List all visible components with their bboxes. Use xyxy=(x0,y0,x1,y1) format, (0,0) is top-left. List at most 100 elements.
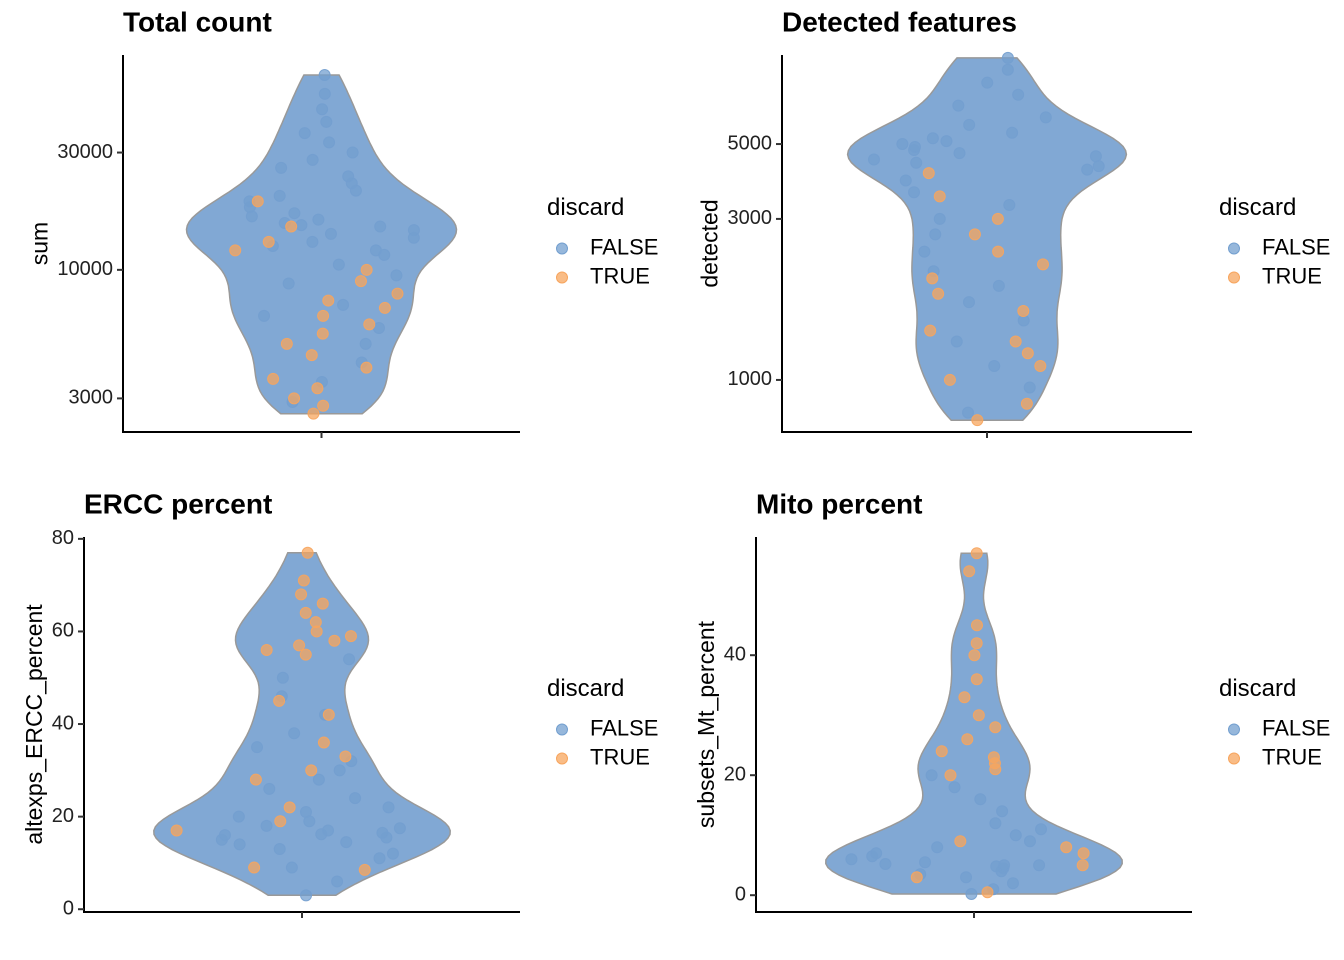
data-point xyxy=(316,103,329,116)
data-point xyxy=(958,691,971,704)
data-point xyxy=(1003,198,1016,211)
data-point xyxy=(378,301,391,314)
data-point xyxy=(1021,347,1034,360)
data-point xyxy=(1023,835,1036,848)
y-tick-label: 0 xyxy=(63,898,74,920)
data-point xyxy=(358,863,371,876)
data-point xyxy=(390,269,403,282)
y-tick-label: 40 xyxy=(52,712,74,734)
legend-key xyxy=(556,752,568,765)
data-point xyxy=(919,856,932,869)
data-point xyxy=(867,153,880,166)
data-point xyxy=(307,407,320,420)
y-tick-label: 80 xyxy=(52,527,74,549)
data-point xyxy=(1006,877,1019,890)
chart-title: ERCC percent xyxy=(84,488,272,519)
data-point xyxy=(373,852,386,865)
data-point xyxy=(1039,111,1052,124)
y-axis-title: subsets_Mt_percent xyxy=(693,620,719,828)
data-point xyxy=(386,847,399,860)
y-tick-label: 40 xyxy=(724,643,746,665)
data-point xyxy=(311,382,324,395)
data-point xyxy=(931,841,944,854)
data-point xyxy=(328,634,341,647)
data-point xyxy=(295,219,308,232)
data-point xyxy=(965,888,978,900)
data-point xyxy=(360,263,373,276)
data-point xyxy=(950,335,963,348)
legend-label: FALSE xyxy=(590,234,658,259)
data-point xyxy=(1006,126,1019,139)
data-point xyxy=(907,186,920,199)
data-point xyxy=(283,801,296,814)
data-point xyxy=(232,810,245,823)
data-point xyxy=(318,69,331,82)
data-point xyxy=(322,824,335,837)
data-point xyxy=(316,327,329,340)
data-point xyxy=(263,782,276,795)
data-point xyxy=(943,373,956,386)
data-point xyxy=(233,838,246,851)
panel: 0 20 40 60 80 ERCC percent altexps_ERCC_percen… xyxy=(21,488,659,919)
data-point xyxy=(971,414,984,427)
legend-key xyxy=(556,271,568,284)
data-point xyxy=(925,769,938,782)
y-tick-label: 5000 xyxy=(728,132,773,154)
data-point xyxy=(963,565,976,578)
data-point xyxy=(354,275,367,288)
data-point xyxy=(1077,847,1090,860)
data-point xyxy=(318,87,331,100)
legend-label: FALSE xyxy=(1262,234,1330,259)
legend-title: discard xyxy=(1219,675,1296,702)
data-point xyxy=(970,547,983,560)
data-point xyxy=(285,861,298,874)
data-point xyxy=(339,750,352,763)
data-point xyxy=(1012,88,1025,101)
data-point xyxy=(972,709,985,722)
data-point xyxy=(376,826,389,839)
data-point xyxy=(962,296,975,309)
data-point xyxy=(932,287,945,300)
data-point xyxy=(275,161,288,174)
legend-label: TRUE xyxy=(1262,263,1322,288)
data-point xyxy=(1076,859,1089,872)
data-point xyxy=(926,272,939,285)
legend-key xyxy=(1228,723,1240,736)
data-point xyxy=(298,127,311,140)
data-point xyxy=(273,694,286,707)
data-point xyxy=(306,153,319,166)
panel: 3000 10000 30000 Total count sum discard FALSE… xyxy=(26,6,658,438)
data-point xyxy=(374,220,387,233)
y-tick-label: 10000 xyxy=(57,258,113,280)
data-point xyxy=(260,643,273,656)
data-point xyxy=(992,245,1005,258)
data-point xyxy=(991,212,1004,225)
data-point xyxy=(359,337,372,350)
legend-label: FALSE xyxy=(1262,715,1330,740)
data-point xyxy=(926,132,939,145)
data-point xyxy=(1009,829,1022,842)
data-point xyxy=(323,136,336,149)
data-point xyxy=(363,318,376,331)
y-tick-label: 3000 xyxy=(69,387,114,409)
data-point xyxy=(960,871,973,884)
data-point xyxy=(349,792,362,805)
data-point xyxy=(1017,305,1030,318)
data-point xyxy=(879,858,892,870)
data-point xyxy=(342,170,355,183)
data-point xyxy=(870,847,883,860)
data-point xyxy=(922,167,935,180)
data-point xyxy=(968,649,981,662)
data-point xyxy=(218,829,231,842)
data-point xyxy=(300,889,313,902)
y-tick-label: 30000 xyxy=(57,141,113,163)
data-point xyxy=(248,861,261,874)
legend-label: TRUE xyxy=(1262,744,1322,769)
legend-label: TRUE xyxy=(590,744,650,769)
data-point xyxy=(344,630,357,643)
data-point xyxy=(968,228,981,241)
legend-title: discard xyxy=(547,675,624,702)
data-point xyxy=(1033,859,1046,872)
legend-key xyxy=(1228,242,1240,255)
